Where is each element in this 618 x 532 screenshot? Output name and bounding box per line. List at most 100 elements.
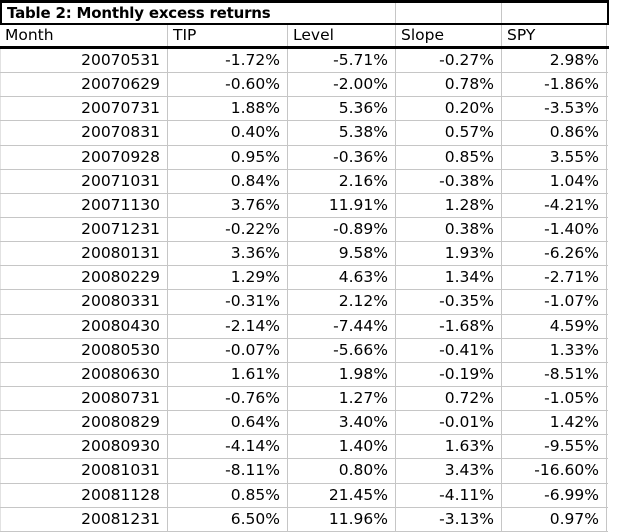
cell-spy[interactable]: -6.26% (501, 242, 607, 266)
cell-level[interactable]: 5.38% (287, 121, 395, 145)
cell-month[interactable]: 20081031 (0, 459, 167, 483)
cell-month[interactable]: 20081128 (0, 483, 167, 507)
cell-slope[interactable]: 0.85% (395, 145, 501, 169)
cell-month[interactable]: 20071130 (0, 193, 167, 217)
cell-tip[interactable]: -2.14% (167, 314, 287, 338)
cell-month[interactable]: 20080131 (0, 242, 167, 266)
cell-level[interactable]: 2.12% (287, 290, 395, 314)
cell-spy[interactable]: -1.86% (501, 73, 607, 97)
cell-tip[interactable]: -4.14% (167, 435, 287, 459)
cell-level[interactable]: 0.80% (287, 459, 395, 483)
cell-tip[interactable]: 0.40% (167, 121, 287, 145)
title-empty-cell-slope[interactable] (395, 3, 501, 23)
cell-tip[interactable]: -0.76% (167, 386, 287, 411)
cell-slope[interactable]: 0.57% (395, 121, 501, 145)
cell-month[interactable]: 20070531 (0, 49, 167, 73)
cell-spy[interactable]: 0.97% (501, 507, 607, 531)
cell-slope[interactable]: 0.38% (395, 217, 501, 242)
title-empty-cell-spy[interactable] (501, 3, 607, 23)
cell-month[interactable]: 20070928 (0, 145, 167, 169)
cell-level[interactable]: 11.96% (287, 507, 395, 531)
cell-slope[interactable]: 0.20% (395, 97, 501, 121)
cell-spy[interactable]: 1.42% (501, 411, 607, 435)
cell-tip[interactable]: 0.85% (167, 483, 287, 507)
cell-level[interactable]: 3.40% (287, 411, 395, 435)
cell-spy[interactable]: -6.99% (501, 483, 607, 507)
cell-level[interactable]: 1.98% (287, 362, 395, 386)
cell-spy[interactable]: 3.55% (501, 145, 607, 169)
cell-slope[interactable]: -0.27% (395, 49, 501, 73)
cell-tip[interactable]: 0.84% (167, 169, 287, 193)
cell-level[interactable]: 11.91% (287, 193, 395, 217)
cell-spy[interactable]: -16.60% (501, 459, 607, 483)
cell-spy[interactable]: -3.53% (501, 97, 607, 121)
cell-spy[interactable]: -1.05% (501, 386, 607, 411)
cell-level[interactable]: -0.36% (287, 145, 395, 169)
column-header-spy[interactable]: SPY (501, 25, 607, 46)
cell-level[interactable]: -5.66% (287, 338, 395, 362)
cell-level[interactable]: -2.00% (287, 73, 395, 97)
cell-level[interactable]: 21.45% (287, 483, 395, 507)
cell-tip[interactable]: -0.07% (167, 338, 287, 362)
cell-slope[interactable]: 1.28% (395, 193, 501, 217)
cell-month[interactable]: 20080829 (0, 411, 167, 435)
cell-month[interactable]: 20071031 (0, 169, 167, 193)
cell-month[interactable]: 20080731 (0, 386, 167, 411)
cell-tip[interactable]: 0.95% (167, 145, 287, 169)
cell-level[interactable]: -7.44% (287, 314, 395, 338)
cell-slope[interactable]: -3.13% (395, 507, 501, 531)
cell-slope[interactable]: 1.63% (395, 435, 501, 459)
cell-month[interactable]: 20080229 (0, 266, 167, 290)
cell-level[interactable]: 1.40% (287, 435, 395, 459)
cell-level[interactable]: -0.89% (287, 217, 395, 242)
cell-spy[interactable]: -8.51% (501, 362, 607, 386)
cell-slope[interactable]: -0.19% (395, 362, 501, 386)
cell-tip[interactable]: 1.29% (167, 266, 287, 290)
cell-month[interactable]: 20081231 (0, 507, 167, 531)
cell-month[interactable]: 20080430 (0, 314, 167, 338)
cell-tip[interactable]: 3.36% (167, 242, 287, 266)
cell-tip[interactable]: 1.88% (167, 97, 287, 121)
column-header-tip[interactable]: TIP (167, 25, 287, 46)
cell-slope[interactable]: 1.93% (395, 242, 501, 266)
cell-tip[interactable]: -8.11% (167, 459, 287, 483)
cell-spy[interactable]: 0.86% (501, 121, 607, 145)
cell-level[interactable]: -5.71% (287, 49, 395, 73)
cell-month[interactable]: 20071231 (0, 217, 167, 242)
cell-spy[interactable]: 4.59% (501, 314, 607, 338)
column-header-level[interactable]: Level (287, 25, 395, 46)
cell-spy[interactable]: 2.98% (501, 49, 607, 73)
cell-slope[interactable]: 3.43% (395, 459, 501, 483)
cell-tip[interactable]: -0.60% (167, 73, 287, 97)
cell-level[interactable]: 2.16% (287, 169, 395, 193)
cell-slope[interactable]: -0.35% (395, 290, 501, 314)
cell-spy[interactable]: -1.07% (501, 290, 607, 314)
cell-slope[interactable]: -0.41% (395, 338, 501, 362)
cell-slope[interactable]: 0.72% (395, 386, 501, 411)
cell-month[interactable]: 20080930 (0, 435, 167, 459)
table-title[interactable]: Table 2: Monthly excess returns (7, 4, 271, 22)
cell-slope[interactable]: -0.01% (395, 411, 501, 435)
cell-slope[interactable]: -0.38% (395, 169, 501, 193)
cell-spy[interactable]: 1.33% (501, 338, 607, 362)
cell-month[interactable]: 20070831 (0, 121, 167, 145)
cell-level[interactable]: 1.27% (287, 386, 395, 411)
cell-month[interactable]: 20070731 (0, 97, 167, 121)
cell-level[interactable]: 9.58% (287, 242, 395, 266)
cell-tip[interactable]: -0.22% (167, 217, 287, 242)
column-header-month[interactable]: Month (5, 26, 54, 44)
cell-tip[interactable]: 3.76% (167, 193, 287, 217)
cell-tip[interactable]: -1.72% (167, 49, 287, 73)
cell-slope[interactable]: 0.78% (395, 73, 501, 97)
cell-spy[interactable]: -4.21% (501, 193, 607, 217)
cell-tip[interactable]: 6.50% (167, 507, 287, 531)
cell-slope[interactable]: 1.34% (395, 266, 501, 290)
cell-spy[interactable]: -1.40% (501, 217, 607, 242)
cell-slope[interactable]: -1.68% (395, 314, 501, 338)
cell-tip[interactable]: -0.31% (167, 290, 287, 314)
cell-spy[interactable]: 1.04% (501, 169, 607, 193)
cell-month[interactable]: 20070629 (0, 73, 167, 97)
cell-month[interactable]: 20080530 (0, 338, 167, 362)
cell-level[interactable]: 5.36% (287, 97, 395, 121)
cell-tip[interactable]: 0.64% (167, 411, 287, 435)
